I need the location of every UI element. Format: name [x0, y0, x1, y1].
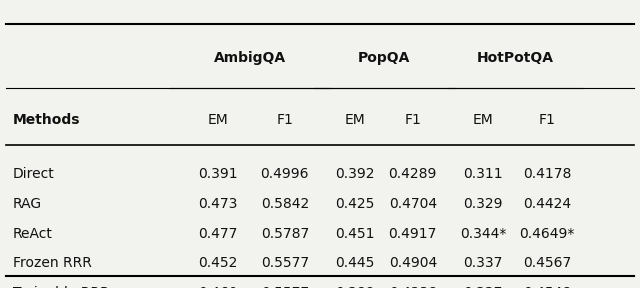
- Text: 0.5577: 0.5577: [260, 256, 309, 270]
- Text: 0.311: 0.311: [463, 167, 503, 181]
- Text: PopQA: PopQA: [358, 51, 410, 65]
- Text: 0.389: 0.389: [335, 286, 375, 288]
- Text: 0.4238: 0.4238: [388, 286, 437, 288]
- Text: F1: F1: [404, 113, 421, 126]
- Text: RAG: RAG: [13, 197, 42, 211]
- Text: 0.337: 0.337: [463, 286, 503, 288]
- Text: 0.392: 0.392: [335, 167, 375, 181]
- Text: 0.329: 0.329: [463, 197, 503, 211]
- Text: 0.451: 0.451: [335, 227, 375, 240]
- Text: 0.4424: 0.4424: [523, 197, 572, 211]
- Text: Direct: Direct: [13, 167, 54, 181]
- Text: 0.4917: 0.4917: [388, 227, 437, 240]
- Text: 0.5787: 0.5787: [260, 227, 309, 240]
- Text: ReAct: ReAct: [13, 227, 52, 240]
- Text: 0.4996: 0.4996: [260, 167, 309, 181]
- Text: 0.5842: 0.5842: [260, 197, 309, 211]
- Text: 0.4704: 0.4704: [388, 197, 437, 211]
- Text: 0.445: 0.445: [335, 256, 375, 270]
- Text: 0.460: 0.460: [198, 286, 237, 288]
- Text: 0.4178: 0.4178: [523, 167, 572, 181]
- Text: 0.4904: 0.4904: [388, 256, 437, 270]
- Text: 0.391: 0.391: [198, 167, 237, 181]
- Text: 0.337: 0.337: [463, 256, 503, 270]
- Text: EM: EM: [473, 113, 493, 126]
- Text: 0.5577: 0.5577: [260, 286, 309, 288]
- Text: 0.452: 0.452: [198, 256, 237, 270]
- Text: F1: F1: [276, 113, 293, 126]
- Text: AmbigQA: AmbigQA: [214, 51, 285, 65]
- Text: 0.473: 0.473: [198, 197, 237, 211]
- Text: HotPotQA: HotPotQA: [477, 51, 554, 65]
- Text: 0.344*: 0.344*: [460, 227, 506, 240]
- Text: EM: EM: [207, 113, 228, 126]
- Text: 0.4289: 0.4289: [388, 167, 437, 181]
- Text: 0.4649*: 0.4649*: [520, 227, 575, 240]
- Text: F1: F1: [539, 113, 556, 126]
- Text: 0.4548: 0.4548: [523, 286, 572, 288]
- Text: Methods: Methods: [13, 113, 80, 126]
- Text: Frozen RRR: Frozen RRR: [13, 256, 92, 270]
- Text: 0.4567: 0.4567: [523, 256, 572, 270]
- Text: EM: EM: [345, 113, 365, 126]
- Text: Trainable RRR: Trainable RRR: [13, 286, 109, 288]
- Text: 0.425: 0.425: [335, 197, 375, 211]
- Text: 0.477: 0.477: [198, 227, 237, 240]
